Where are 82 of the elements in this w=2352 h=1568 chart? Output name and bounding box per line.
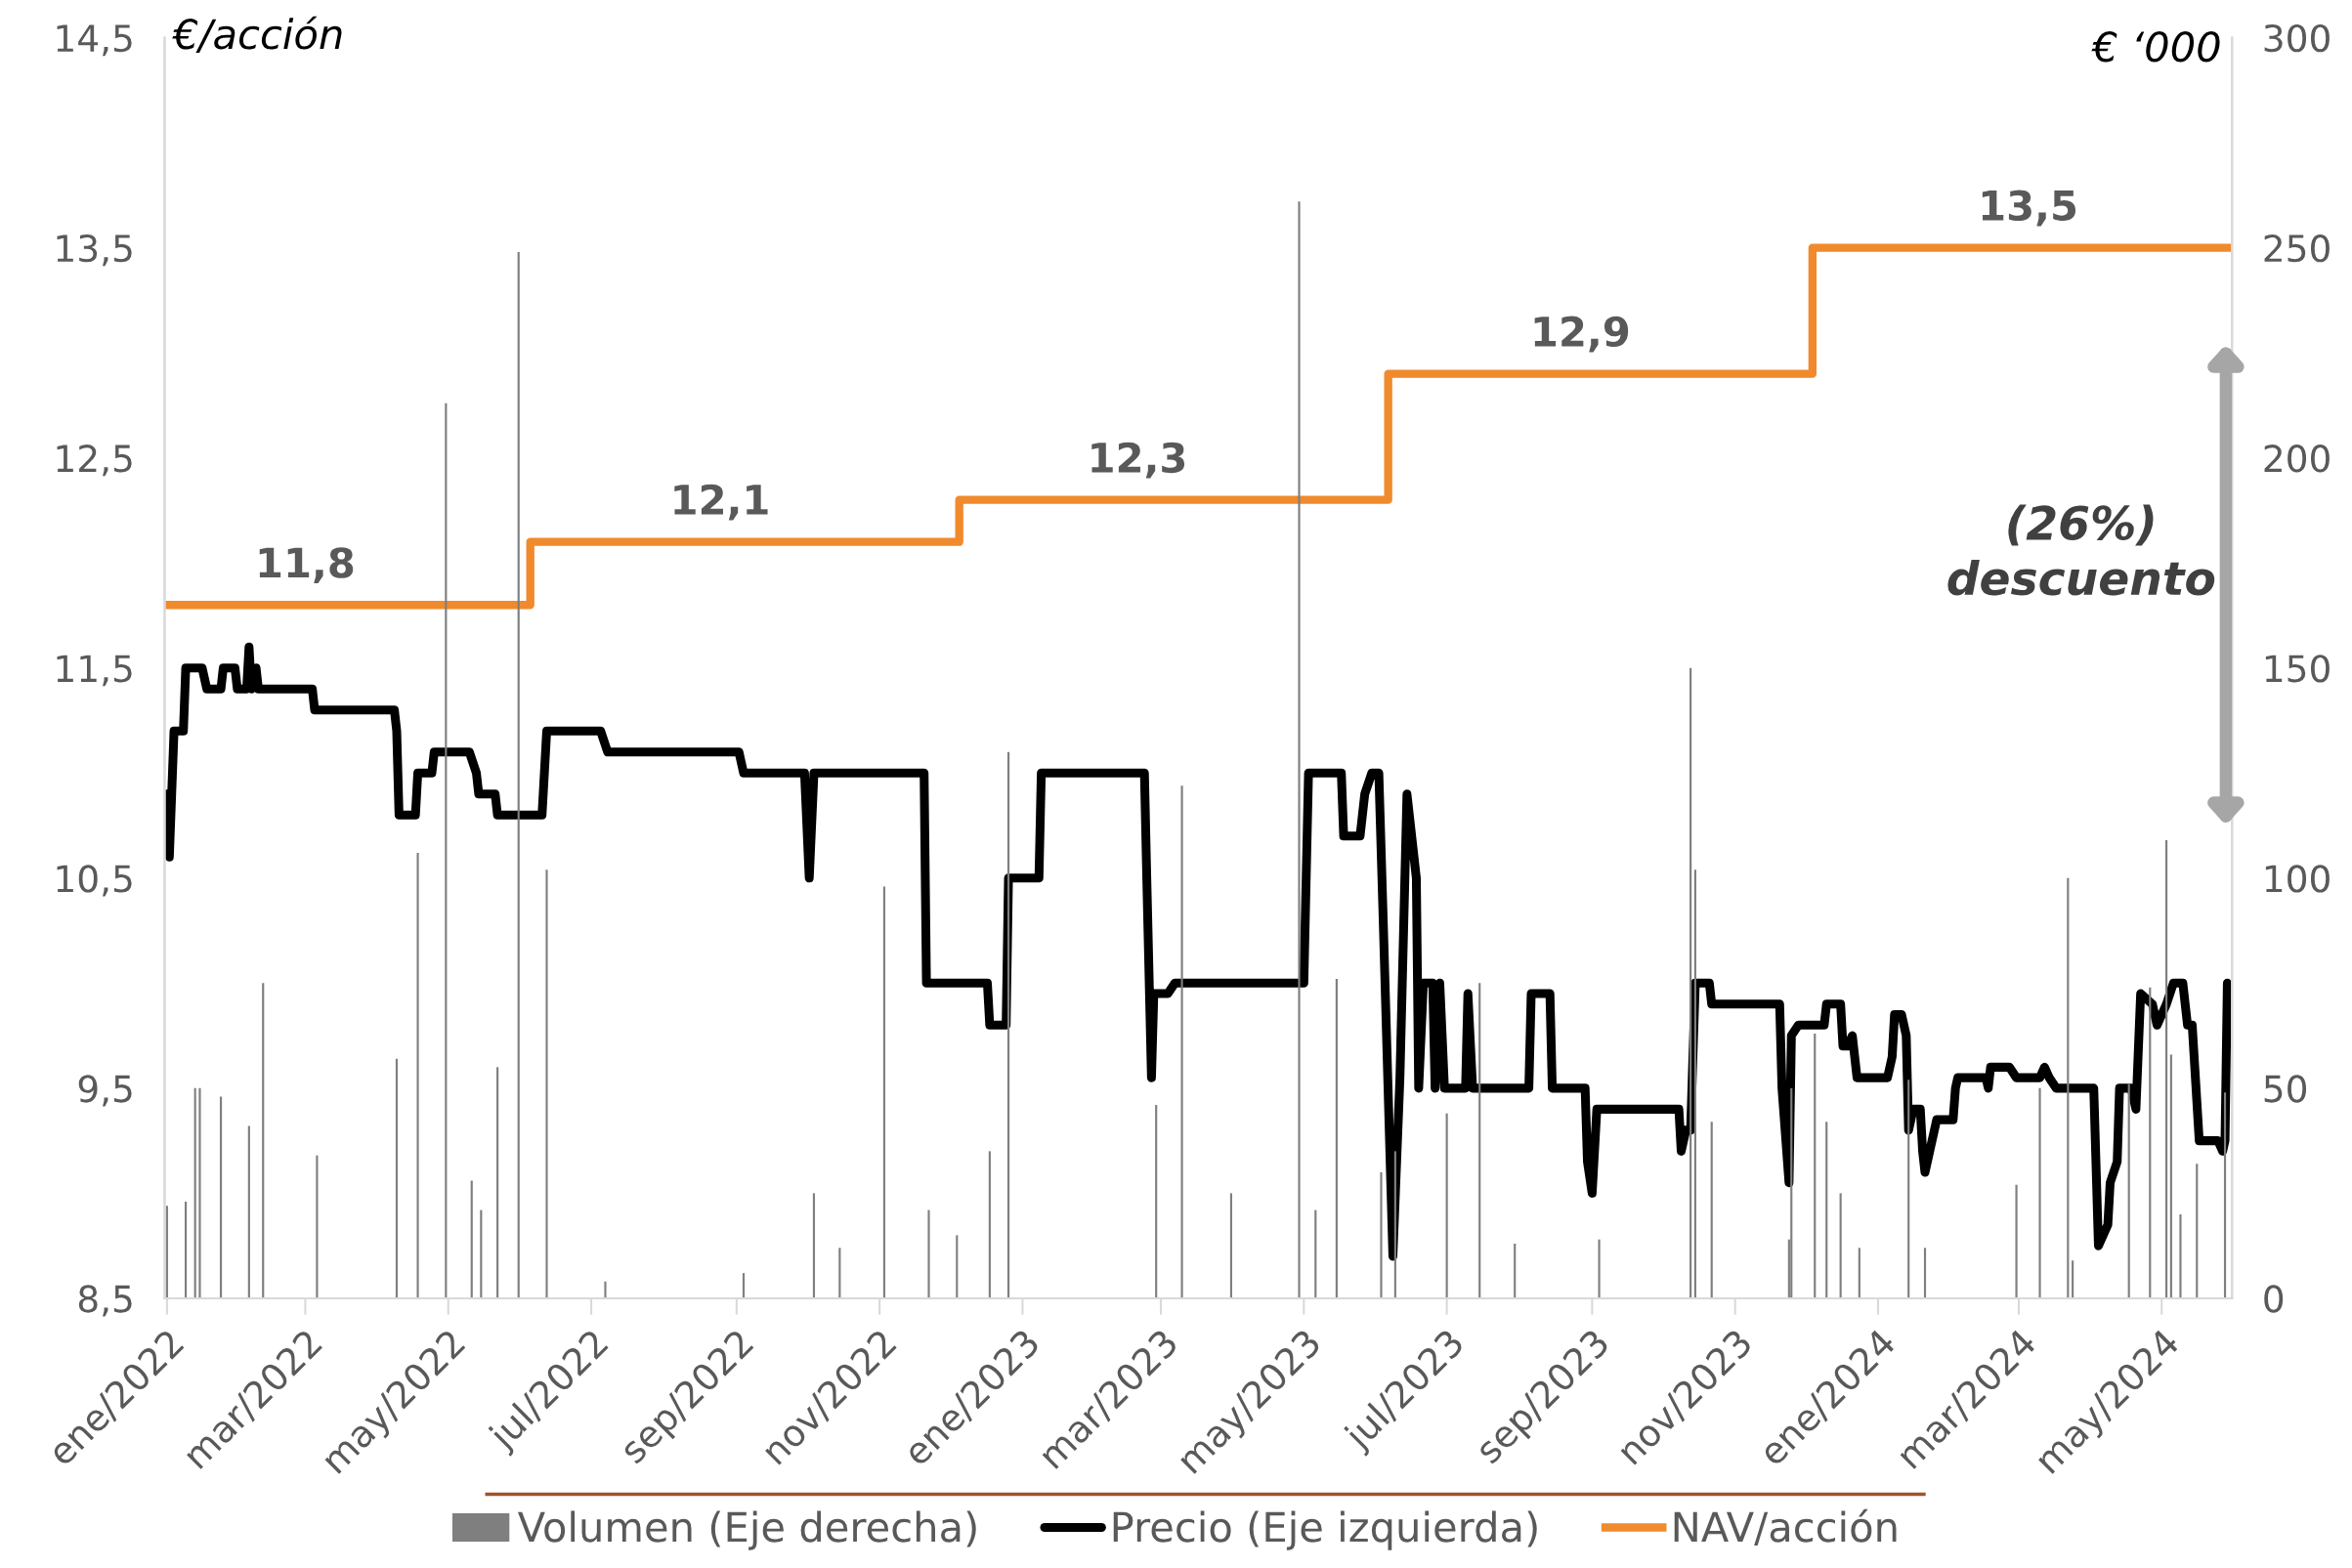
- y-tick-label: 8,5: [78, 1285, 132, 1317]
- y2-tick-label: 0: [2264, 1285, 2284, 1313]
- bar: [165, 1206, 168, 1298]
- bar: [604, 1281, 607, 1298]
- annotation: 12,1: [674, 484, 768, 521]
- bar: [445, 403, 448, 1298]
- y2-tick-label: 150: [2265, 655, 2330, 683]
- bar: [1858, 1248, 1860, 1298]
- bar: [2072, 1260, 2074, 1298]
- legend-label: Precio (Eje izquierda): [1113, 1510, 1537, 1550]
- bar: [1710, 1122, 1713, 1298]
- bar: [2149, 987, 2152, 1298]
- bar: [1814, 1033, 1817, 1298]
- bar: [1180, 785, 1183, 1298]
- y2-tick-label: 250: [2264, 234, 2330, 263]
- bar: [395, 1058, 399, 1298]
- y-tick-label: 11,5: [57, 655, 132, 687]
- bar: [1790, 1087, 1793, 1298]
- bar: [316, 1155, 319, 1298]
- y2-tick-label: 100: [2265, 865, 2330, 893]
- bar: [517, 251, 520, 1298]
- bar: [2067, 877, 2070, 1298]
- bar: [2169, 1054, 2172, 1298]
- y2-axis-title: € ‘000: [2091, 31, 2220, 63]
- bar: [1825, 1122, 1828, 1298]
- y-tick-label: 13,5: [57, 234, 132, 267]
- bar: [1693, 869, 1696, 1298]
- legend-label: NAV/acción: [1674, 1508, 1897, 1546]
- bar: [545, 869, 548, 1298]
- y2-tick-label: 300: [2264, 23, 2330, 53]
- legend-label: Volumen (Eje derecha): [517, 1510, 976, 1550]
- bar: [1514, 1244, 1517, 1298]
- bar: [2015, 1184, 2018, 1298]
- annotation: 13,5: [1982, 190, 2076, 227]
- bar: [1380, 1171, 1383, 1298]
- bar: [1229, 1193, 1233, 1298]
- bar: [1923, 1248, 1927, 1298]
- bar: [470, 1180, 473, 1298]
- bar: [812, 1193, 816, 1298]
- bar: [247, 1125, 250, 1298]
- bar: [2196, 1164, 2199, 1298]
- bar: [1006, 751, 1010, 1298]
- bar: [185, 1202, 188, 1298]
- bar: [219, 1096, 223, 1298]
- annotation: 12,3: [1091, 442, 1185, 479]
- bar: [1155, 1105, 1158, 1298]
- y2-tick-label: 50: [2264, 1075, 2307, 1103]
- y-tick-label: 10,5: [57, 865, 132, 897]
- bar: [496, 1067, 499, 1298]
- bar: [2127, 1083, 2130, 1298]
- bar: [1314, 1209, 1317, 1298]
- bar: [1689, 667, 1692, 1298]
- bar: [1335, 979, 1338, 1298]
- bar: [2223, 1092, 2227, 1298]
- annotation: 11,8: [259, 547, 354, 584]
- bar: [1478, 983, 1481, 1298]
- bar: [2179, 1213, 2182, 1298]
- bar: [927, 1209, 930, 1298]
- y-tick-label: 9,5: [78, 1075, 132, 1107]
- bar: [480, 1209, 483, 1298]
- annotation: 12,9: [1534, 316, 1629, 353]
- y2-tick-label: 200: [2264, 445, 2330, 473]
- annotation: (26%) descuento: [1947, 504, 2215, 596]
- bar: [1907, 1080, 1910, 1298]
- bar: [416, 852, 419, 1298]
- bar: [1839, 1193, 1842, 1298]
- bar: [1393, 1151, 1396, 1298]
- bar: [956, 1235, 959, 1298]
- y-tick-label: 12,5: [57, 445, 132, 477]
- y-tick-label: 14,5: [57, 24, 132, 57]
- y-axis-title: €/acción: [172, 16, 342, 53]
- bar: [988, 1151, 991, 1298]
- bar: [262, 983, 265, 1298]
- bar: [2038, 1087, 2041, 1298]
- bar: [1598, 1239, 1601, 1298]
- bar: [198, 1087, 201, 1298]
- bar: [2165, 840, 2168, 1298]
- bar: [838, 1248, 841, 1298]
- bar: [1298, 201, 1301, 1298]
- bar: [193, 1087, 196, 1298]
- bar: [1445, 1113, 1448, 1298]
- bar: [882, 886, 886, 1298]
